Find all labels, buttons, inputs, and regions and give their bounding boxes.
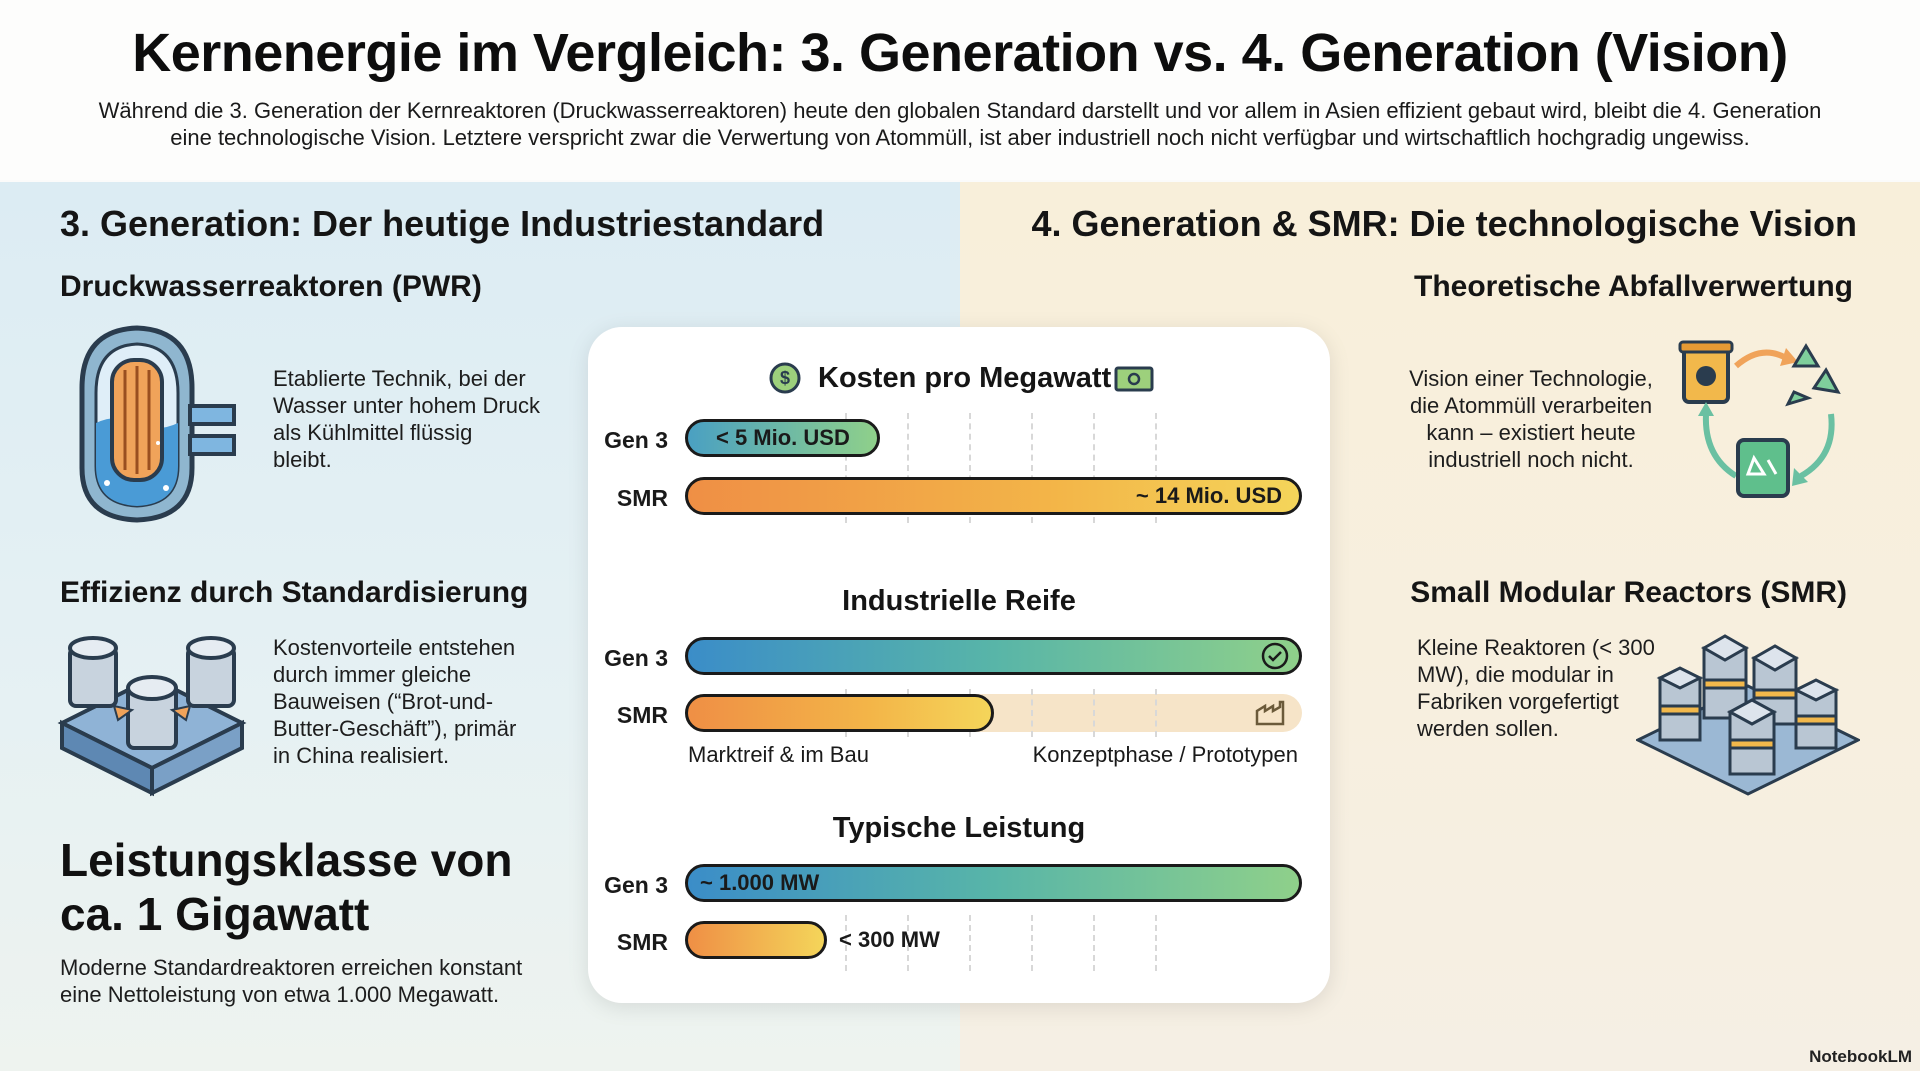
chart-title: Kosten pro Megawatt [818,362,1112,394]
chart-title: Typische Leistung [832,812,1086,844]
bar-maturity-gen3 [685,637,1302,675]
chart-row-label: Gen 3 [604,872,668,898]
power-title-line: ca. 1 Gigawatt [60,888,370,940]
standardization-title: Effizienz durch Standardisierung [60,576,529,609]
standard-line: in China realisiert. [273,743,450,768]
grid-line [907,413,909,523]
grid-line [1093,413,1095,523]
chart-row-label: SMR [616,702,668,728]
bar-maturity-smr [685,694,994,732]
comparison-chart-card: $ Kosten pro Megawatt Gen 3 SMR < 5 Mio.… [588,327,1330,1003]
banknote-icon [1114,366,1154,392]
chart-row-label: SMR [616,929,668,955]
svg-text:$: $ [780,368,790,388]
modular-plant-icon [57,636,247,797]
waste-description: Vision einer Technologie, die Atommüll v… [1396,365,1666,473]
left-heading: 3. Generation: Der heutige Industriestan… [60,203,825,244]
standard-line: durch immer gleiche [273,662,472,687]
waste-line: die Atommüll verarbeiten [1409,393,1653,418]
standard-line: Bauweisen (“Brot-und- [273,689,494,714]
pwr-title: Druckwasserreaktoren (PWR) [60,270,482,303]
grid-line [1031,413,1033,523]
pwr-line: Etablierte Technik, bei der [273,366,526,391]
chart-row-label: SMR [616,485,668,511]
waste-line: industriell noch nicht. [1428,447,1634,472]
grid-line [1031,689,1033,737]
pwr-line: Wasser unter hohem Druck [273,393,540,418]
grid-line [845,915,847,971]
waste-recycling-icon [1678,340,1841,498]
smr-line: werden sollen. [1417,716,1559,741]
reactor-vessel-icon [79,325,236,523]
scale-label-right: Konzeptphase / Prototypen [1032,742,1298,767]
data-label: < 300 MW [839,927,940,952]
waste-line: Vision einer Technologie, [1409,366,1653,391]
grid-line [969,413,971,523]
page-title: Kernenergie im Vergleich: 3. Generation … [132,23,1788,83]
standard-line: Butter-Geschäft”), primär [273,716,517,741]
smr-title: Small Modular Reactors (SMR) [1410,576,1847,609]
smr-description: Kleine Reaktoren (< 300 MW), die modular… [1417,634,1655,742]
waste-line: kann – existiert heute [1426,420,1636,445]
modular-reactors-icon [1636,634,1860,796]
factory-icon [1255,700,1285,726]
smr-line: MW), die modular in [1417,662,1614,687]
data-label: ~ 14 Mio. USD [1135,483,1282,508]
bar-power-smr [685,921,827,959]
dollar-coin-icon: $ [769,362,801,394]
power-class-description: Moderne Standardreaktoren erreichen kons… [60,954,522,1008]
grid-line [1155,413,1157,523]
scale-label-left: Marktreif & im Bau [688,742,869,767]
right-heading: 4. Generation & SMR: Die technologische … [1031,203,1858,244]
power-line: eine Nettoleistung von etwa 1.000 Megawa… [60,982,500,1007]
chart-row-label: Gen 3 [604,427,668,453]
pwr-description: Etablierte Technik, bei der Wasser unter… [273,365,540,473]
power-title-line: Leistungsklasse von [60,834,513,886]
bar-power-gen3 [685,864,1302,902]
grid-line [1093,689,1095,737]
intro-text: Während die 3. Generation der Kernreakto… [90,97,1830,151]
power-class-title: Leistungsklasse von ca. 1 Gigawatt [60,833,513,941]
brand-logo-text: NotebookLM [1809,1047,1912,1066]
intro-line-1: Während die 3. Generation der Kernreakto… [98,98,1822,123]
bar-cost-smr [685,477,1302,515]
chart-row-label: Gen 3 [604,645,668,671]
data-label: ~ 1.000 MW [700,870,820,895]
grid-line [1093,915,1095,971]
bar-cost-gen3 [685,419,880,457]
pwr-line: bleibt. [273,447,332,472]
checkmark-icon [1261,642,1289,670]
chart-title: Industrielle Reife [842,585,1076,617]
smr-line: Fabriken vorgefertigt [1417,689,1619,714]
waste-title: Theoretische Abfallverwertung [1414,270,1853,303]
intro-line-2: eine technologische Vision. Letztere ver… [170,125,1750,150]
header: Kernenergie im Vergleich: 3. Generation … [0,0,1920,180]
grid-line [845,413,847,523]
standard-line: Kostenvorteile entstehen [273,635,516,660]
standardization-description: Kostenvorteile entstehen durch immer gle… [273,634,516,769]
power-line: Moderne Standardreaktoren erreichen kons… [60,955,523,980]
grid-line [1031,915,1033,971]
smr-line: Kleine Reaktoren (< 300 [1417,635,1655,660]
grid-line [1155,915,1157,971]
grid-line [969,915,971,971]
grid-line [1155,689,1157,737]
grid-line [907,915,909,971]
data-label: < 5 Mio. USD [716,425,850,450]
pwr-line: als Kühlmittel flüssig [273,420,473,445]
